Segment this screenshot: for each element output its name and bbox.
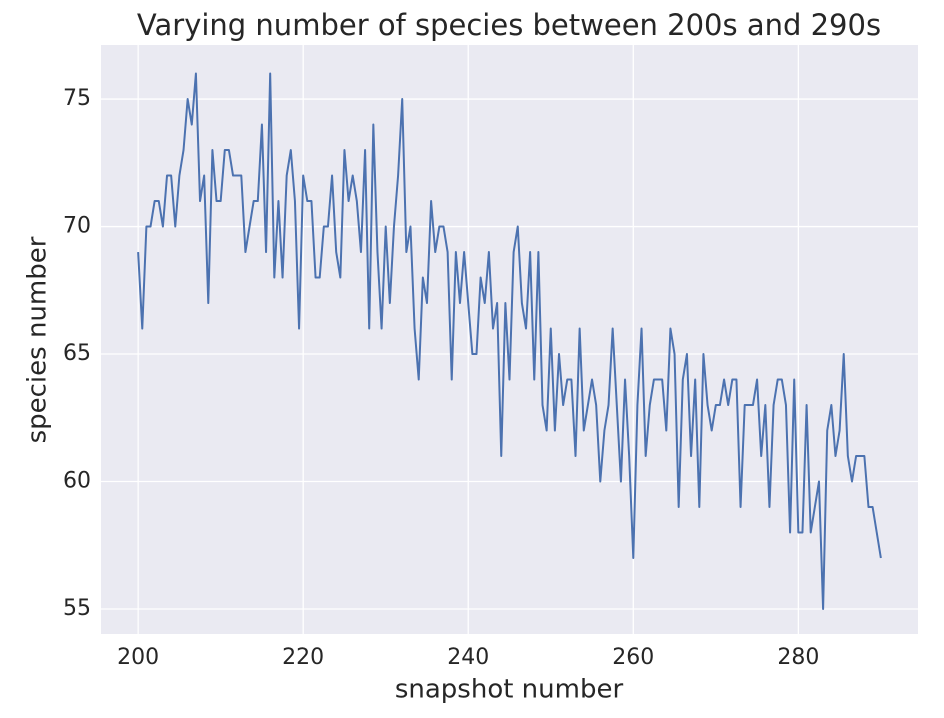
x-tick-label: 240 [447, 645, 489, 670]
y-axis-label: species number [23, 236, 53, 443]
y-tick-label: 65 [63, 341, 91, 366]
y-tick-label: 70 [63, 214, 91, 239]
y-tick-label: 55 [63, 596, 91, 621]
y-tick-label: 60 [63, 469, 91, 494]
x-axis-label: snapshot number [395, 675, 624, 705]
y-tick-label: 75 [63, 86, 91, 111]
x-tick-label: 260 [612, 645, 654, 670]
marks [137, 72, 882, 611]
x-tick-label: 280 [777, 645, 819, 670]
x-tick-label: 220 [282, 645, 324, 670]
chart-title: Varying number of species between 200s a… [137, 8, 881, 42]
grid [101, 45, 918, 634]
plot-area [101, 45, 918, 634]
data-line [137, 72, 882, 611]
x-tick-label: 200 [117, 645, 159, 670]
